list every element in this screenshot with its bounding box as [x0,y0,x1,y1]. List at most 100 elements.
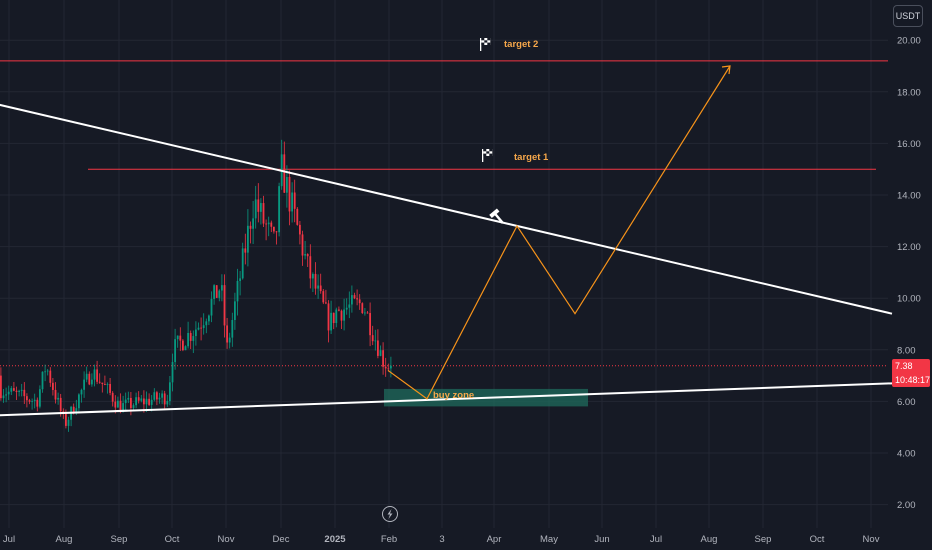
target1-label: target 1 [514,152,549,163]
candle-body [364,312,366,314]
candle-body [197,327,200,330]
grid [0,0,888,528]
candle-body [309,256,312,279]
y-tick-label: 2.00 [897,500,916,511]
candle-body [18,390,20,392]
candle-body [161,393,163,398]
candle-body [356,298,358,300]
y-tick-label: 14.00 [897,191,921,202]
candle-body [283,154,286,193]
candle-body [145,398,148,405]
x-tick-label: Jun [594,534,609,545]
candle-body [39,389,41,407]
candle-body [340,310,343,321]
candle-body [327,303,330,331]
x-tick-label: Sep [111,534,128,545]
candle-body [23,389,26,397]
y-tick-label: 4.00 [897,449,916,460]
candle-body [49,370,52,383]
candle-body [270,222,273,227]
candle-body [353,295,356,299]
candle-body [202,325,205,329]
candle-body [345,307,348,310]
candle-body [83,379,85,390]
candle-body [163,393,166,405]
hammer-icon[interactable] [489,208,506,226]
candle-body [254,199,257,219]
candle-body [166,401,169,405]
candle-body [15,390,18,392]
candle-body [174,339,176,363]
candle-body [343,309,345,321]
candle-body [65,413,67,426]
candle-body [223,285,226,326]
projection-arrowhead [721,65,731,75]
candle-body [257,199,260,212]
flag-checkered-icon [480,38,491,51]
lightning-icon[interactable] [382,506,398,522]
candle-body [124,399,127,404]
target1-annotation[interactable]: target 1 [482,149,549,163]
candle-body [374,340,377,342]
candle-body [234,301,236,320]
candle-body [111,392,114,402]
candle-body [218,290,221,298]
projection-path[interactable] [387,65,731,400]
x-tick-label: Aug [56,534,73,545]
y-tick-label: 6.00 [897,397,916,408]
candle-body [215,285,218,298]
candle-body [241,248,244,279]
candle-body [153,392,156,400]
candle-body [231,319,234,338]
candle-body [52,382,54,390]
candle-body [10,388,13,392]
candle-body [150,399,153,405]
candle-body [379,350,382,356]
candle-body [189,332,192,341]
candle-body [371,335,374,342]
candle-body [228,337,231,343]
y-tick-label: 12.00 [897,242,921,253]
candle-body [291,192,293,212]
candle-body [330,312,332,331]
candle-body [351,295,353,305]
trendline[interactable] [0,94,893,315]
candle-body [109,384,111,393]
candle-body [288,176,291,212]
candle-body [348,304,351,308]
candle-body [104,384,106,385]
target2-annotation[interactable]: target 2 [480,38,538,51]
x-tick-label: Jul [3,534,15,545]
trendline[interactable] [0,382,893,417]
y-tick-label: 10.00 [897,294,921,305]
projection[interactable] [387,65,731,400]
candle-body [2,395,5,399]
candle-body [244,248,247,253]
currency-selector[interactable]: USDT [893,5,923,27]
candle-body [31,400,33,402]
trendlines[interactable] [0,94,893,417]
x-tick-label: Nov [218,534,235,545]
candle-body [312,273,314,279]
candle-body [117,400,119,408]
candle-body [249,225,252,229]
candle-body [260,203,262,212]
x-tick-label: Apr [487,534,502,545]
candle-body [179,335,182,341]
candle-body [296,208,299,225]
x-tick-label: 2025 [324,534,346,545]
candle-body [210,298,213,316]
candle-body [85,373,88,380]
candle-body [267,222,270,225]
x-tick-label: Sep [755,534,772,545]
candle-body [67,419,70,426]
target-lines [0,60,888,367]
candle-body [72,406,75,414]
candle-body [119,400,122,413]
candle-body [278,186,280,233]
x-tick-label: Jul [650,534,662,545]
candle-body [205,321,208,326]
candle-body [366,312,369,314]
